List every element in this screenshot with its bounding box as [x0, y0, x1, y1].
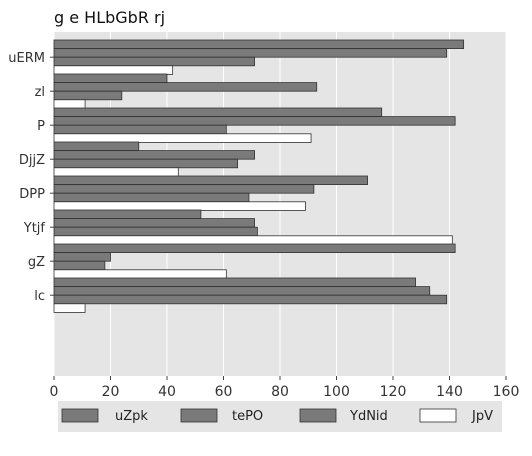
x-tick-label: 140 — [436, 384, 463, 400]
bar — [53, 209, 202, 220]
legend-label: YdNid — [349, 409, 388, 424]
x-tick-label: 80 — [271, 384, 289, 400]
bar — [53, 243, 456, 254]
bar — [53, 252, 111, 262]
bar — [53, 226, 258, 237]
bar — [53, 277, 417, 288]
y-tick-label: P — [37, 119, 45, 134]
bars-group — [53, 39, 465, 313]
y-tick-label: zl — [35, 85, 45, 100]
bar — [53, 90, 123, 101]
bar — [53, 260, 106, 271]
y-tick-label: DPP — [19, 187, 45, 202]
x-tick-label: 0 — [50, 384, 59, 400]
bar — [53, 192, 250, 203]
bar — [53, 56, 255, 67]
y-tick-label: Ytjf — [23, 221, 46, 236]
legend-label: JpV — [471, 409, 493, 424]
legend-swatch — [419, 408, 457, 423]
bar — [53, 82, 318, 92]
bar — [53, 269, 227, 279]
bar — [53, 39, 465, 50]
bar — [53, 116, 456, 126]
bar — [53, 99, 86, 109]
bar — [53, 133, 312, 143]
x-tick-label: 160 — [493, 384, 520, 400]
x-tick-label: 100 — [323, 384, 350, 400]
chart-title: g e HLbGbR rj — [54, 8, 166, 27]
x-tick-label: 120 — [380, 384, 407, 400]
bar — [53, 218, 255, 228]
x-tick-labels: 0 20 40 60 80 100 120 140 160 — [50, 376, 520, 400]
bar — [53, 73, 168, 84]
bar — [53, 184, 315, 194]
legend-label: uZpk — [115, 409, 148, 424]
bar — [53, 65, 174, 75]
legend: uZpk tePO YdNid JpV — [58, 401, 502, 432]
legend-label: tePO — [232, 409, 263, 424]
y-tick-label: gZ — [28, 255, 45, 270]
bar — [53, 150, 255, 160]
bar — [53, 48, 448, 58]
y-tick-label: lc — [34, 289, 45, 304]
bar — [53, 286, 431, 296]
bar — [53, 124, 227, 135]
legend-swatch — [61, 408, 99, 423]
y-tick-labels: uERM zl P DjjZ DPP Ytjf gZ lc — [8, 51, 54, 304]
bar — [53, 201, 306, 211]
y-tick-label: uERM — [8, 51, 45, 66]
x-tick-label: 20 — [102, 384, 120, 400]
bar — [53, 303, 86, 313]
bar — [53, 175, 368, 186]
bar — [53, 235, 453, 245]
x-tick-label: 40 — [158, 384, 176, 400]
bar — [53, 141, 140, 152]
x-tick-label: 60 — [215, 384, 233, 400]
legend-swatch — [299, 408, 337, 423]
bar — [53, 107, 383, 118]
bar — [53, 167, 179, 177]
bar — [53, 158, 239, 169]
legend-swatch — [180, 408, 218, 423]
y-tick-label: DjjZ — [19, 153, 45, 168]
bar — [53, 294, 448, 305]
